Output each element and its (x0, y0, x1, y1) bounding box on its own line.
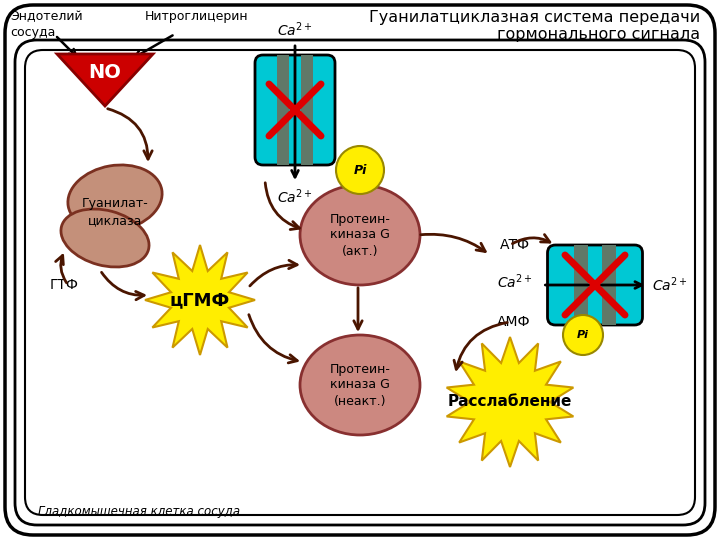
FancyBboxPatch shape (25, 50, 695, 515)
Text: Нитроглицерин: Нитроглицерин (145, 10, 248, 23)
FancyBboxPatch shape (547, 245, 642, 325)
FancyBboxPatch shape (255, 55, 335, 165)
Text: цГМФ: цГМФ (170, 291, 230, 309)
FancyBboxPatch shape (5, 5, 715, 535)
Text: АМФ: АМФ (497, 315, 531, 329)
Text: Протеин-
киназа G
(акт.): Протеин- киназа G (акт.) (330, 213, 390, 258)
Polygon shape (446, 337, 573, 467)
Text: $Ca^{2+}$: $Ca^{2+}$ (277, 187, 313, 206)
Text: Протеин-
киназа G
(неакт.): Протеин- киназа G (неакт.) (330, 362, 390, 408)
Text: Гуанилат-
циклаза: Гуанилат- циклаза (81, 197, 148, 227)
Circle shape (563, 315, 603, 355)
Ellipse shape (300, 185, 420, 285)
Text: NO: NO (89, 63, 122, 82)
Text: Гладкомышечная клетка сосуда: Гладкомышечная клетка сосуда (38, 505, 240, 518)
Circle shape (336, 146, 384, 194)
Ellipse shape (61, 209, 149, 267)
FancyBboxPatch shape (15, 40, 705, 525)
Text: $Ca^{2+}$: $Ca^{2+}$ (652, 276, 688, 294)
Ellipse shape (300, 335, 420, 435)
Bar (301, 55, 313, 165)
Polygon shape (145, 245, 255, 355)
Text: Pi: Pi (577, 330, 589, 340)
Text: Эндотелий
сосуда: Эндотелий сосуда (10, 10, 83, 39)
Text: Расслабление: Расслабление (448, 395, 572, 409)
Text: ГТФ: ГТФ (50, 278, 79, 292)
Bar (574, 245, 588, 325)
Text: Pi: Pi (354, 164, 366, 177)
Text: $Ca^{2+}$: $Ca^{2+}$ (497, 273, 533, 291)
Bar (277, 55, 289, 165)
Ellipse shape (68, 165, 162, 231)
Text: Гуанилатциклазная система передачи
гормонального сигнала: Гуанилатциклазная система передачи гормо… (369, 10, 700, 43)
Text: АТФ: АТФ (500, 238, 530, 252)
Polygon shape (57, 54, 153, 106)
Text: $Ca^{2+}$: $Ca^{2+}$ (277, 21, 313, 39)
Bar (602, 245, 616, 325)
